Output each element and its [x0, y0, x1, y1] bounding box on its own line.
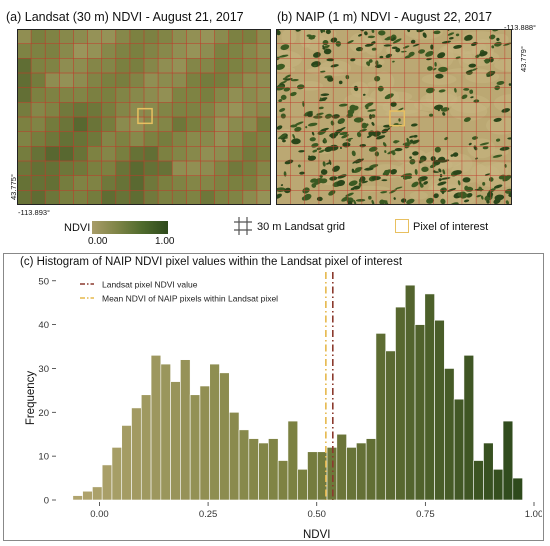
- histogram-bar: [111, 447, 123, 501]
- histogram-bar: [434, 319, 445, 501]
- histogram-bar: [336, 433, 347, 501]
- histogram-bar: [463, 355, 475, 501]
- x-tick-label: 0.50: [307, 509, 326, 520]
- ndvi-colorbar-min: 0.00: [88, 236, 108, 247]
- grid-legend-icon: [234, 217, 252, 235]
- panel-b-title: (b) NAIP (1 m) NDVI - August 22, 2017: [277, 10, 493, 24]
- histogram-bar: [414, 324, 426, 501]
- histogram-bar: [150, 355, 162, 501]
- landsat-ndvi-map: [17, 29, 271, 205]
- histogram-bar: [483, 442, 494, 501]
- histogram-bar: [326, 447, 338, 501]
- histogram-bar: [228, 412, 240, 501]
- histogram-bar: [268, 438, 279, 501]
- ndvi-colorbar-max: 1.00: [155, 236, 175, 247]
- histogram-bar: [395, 306, 406, 501]
- y-tick-label: 0: [44, 496, 49, 507]
- histogram-bar: [307, 451, 318, 501]
- y-tick-label: 40: [38, 320, 49, 331]
- histogram-bar: [473, 460, 484, 501]
- ndvi-histogram: 0 10 20 30 40 50 0.00 0.25 0.50 0.75 1.00 NDVI Frequ…: [25, 272, 542, 540]
- histogram-bar: [356, 442, 367, 501]
- y-tick-label: 30: [38, 364, 49, 375]
- x-tick-label: 0.75: [416, 509, 435, 520]
- histogram-bar: [180, 359, 191, 501]
- pixel-legend-icon: [395, 219, 409, 233]
- histogram-bar: [502, 420, 514, 501]
- histogram-bar: [287, 420, 299, 501]
- histogram-bar: [170, 381, 181, 501]
- histogram-title: (c) Histogram of NAIP NDVI pixel values …: [20, 256, 403, 268]
- x-tick-label: 1.00: [525, 509, 542, 520]
- histogram-bar: [160, 363, 171, 501]
- grid-legend-label: 30 m Landsat grid: [257, 221, 346, 233]
- histogram-bar: [277, 460, 289, 501]
- histogram-bar: [219, 372, 230, 501]
- histogram-bar: [297, 469, 308, 501]
- ndvi-colorbar: [92, 221, 168, 234]
- panel-b-lat-label: 43.779°: [519, 46, 528, 72]
- histogram-bar: [189, 394, 201, 501]
- pixel-legend-label: Pixel of interest: [413, 221, 489, 233]
- pixel-of-interest-box-b: [389, 110, 406, 127]
- panel-a-lat-label: 43.775°: [9, 174, 18, 200]
- y-tick-label: 50: [38, 276, 49, 287]
- histogram-bar: [209, 363, 220, 501]
- y-axis-label: Frequency: [25, 371, 37, 426]
- histogram-bar: [238, 429, 250, 501]
- histogram-bar: [199, 385, 211, 501]
- histogram-bar: [424, 293, 435, 501]
- histogram-bar: [121, 425, 132, 501]
- histogram-bar: [492, 469, 504, 501]
- histogram-bar: [385, 350, 396, 501]
- panel-a-lon-label: -113.893°: [18, 208, 51, 217]
- panel-b-lon-label: -113.888°: [504, 23, 537, 32]
- histogram-bar: [131, 407, 142, 501]
- y-tick-label: 20: [38, 408, 49, 419]
- histogram-bar: [512, 477, 523, 501]
- x-tick-label: 0.00: [90, 509, 109, 520]
- panel-a-title: (a) Landsat (30 m) NDVI - August 21, 201…: [6, 10, 244, 24]
- histogram-bar: [453, 398, 465, 501]
- histogram-bar: [140, 394, 152, 501]
- pixel-of-interest-box-a: [137, 107, 153, 125]
- histogram-bar: [404, 284, 416, 501]
- histogram-bar: [92, 486, 103, 501]
- y-tick-label: 10: [38, 452, 49, 463]
- x-axis-label: NDVI: [303, 529, 330, 540]
- legend-mean-line-label: Mean NDVI of NAIP pixels within Landsat …: [102, 294, 278, 304]
- ndvi-colorbar-label: NDVI: [64, 222, 91, 234]
- histogram-bar: [258, 442, 269, 501]
- histogram-bar: [82, 490, 93, 501]
- histogram-frame: [3, 253, 544, 541]
- histogram-bar: [444, 368, 455, 501]
- histogram-bar: [375, 333, 387, 501]
- x-tick-label: 0.25: [199, 509, 218, 520]
- histogram-bar: [72, 495, 83, 501]
- naip-ndvi-map: [276, 29, 512, 205]
- histogram-bar: [101, 464, 113, 501]
- histogram-bar: [248, 438, 259, 501]
- histogram-bar: [346, 447, 357, 501]
- legend-landsat-line-label: Landsat pixel NDVI value: [102, 280, 198, 290]
- histogram-bar: [365, 438, 377, 501]
